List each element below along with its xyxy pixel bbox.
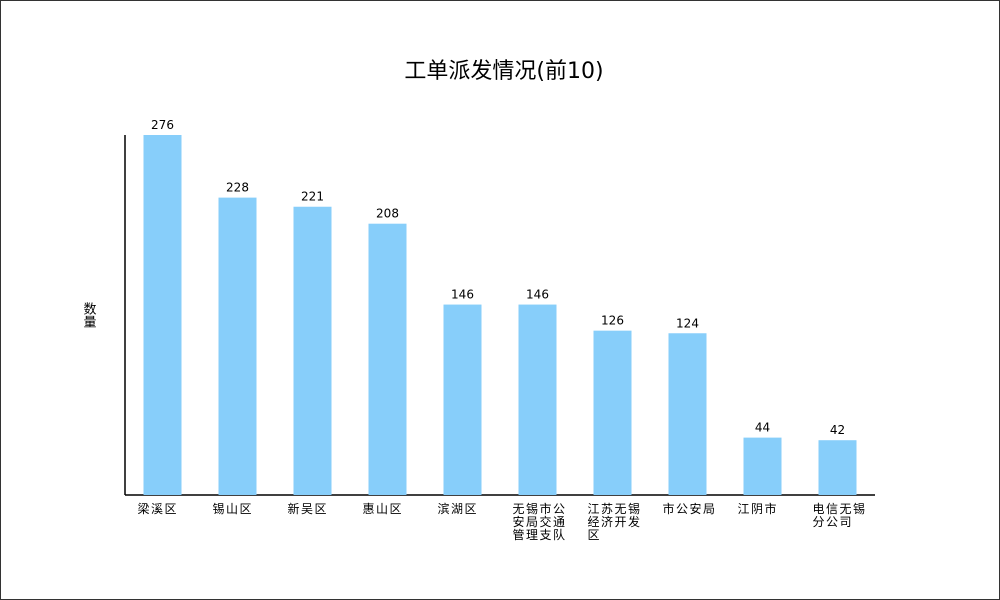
x-tick-label: 市公安局: [663, 501, 717, 516]
x-tick-label: 无锡市公安局交通管理支队: [513, 501, 567, 542]
x-tick-label: 新吴区: [288, 501, 329, 516]
bar: [218, 197, 257, 495]
value-label: 146: [526, 288, 549, 302]
bar: [593, 330, 632, 495]
bar: [293, 206, 332, 495]
bar: [368, 223, 407, 495]
x-tick-label: 惠山区: [363, 502, 404, 516]
value-label: 276: [151, 118, 174, 132]
value-label: 124: [676, 316, 699, 330]
x-tick-label: 锡山区: [213, 501, 254, 516]
value-label: 42: [830, 423, 845, 437]
bar: [518, 304, 557, 495]
value-label: 44: [755, 421, 770, 435]
bar: [818, 440, 857, 495]
chart-title: 工单派发情况(前10): [404, 59, 603, 84]
x-tick-label: 滨湖区: [438, 501, 479, 516]
bar: [443, 304, 482, 495]
y-axis-label: 数量: [81, 302, 97, 328]
value-label: 126: [601, 314, 624, 328]
bar: [743, 437, 782, 495]
x-tick-label: 江苏无锡经济开发区: [588, 501, 642, 542]
x-tick-label: 电信无锡分公司: [813, 501, 867, 529]
bar: [668, 333, 707, 495]
value-label: 146: [451, 288, 474, 302]
value-label: 221: [301, 190, 324, 204]
value-label: 228: [226, 181, 249, 195]
x-tick-label: 江阴市: [738, 501, 779, 516]
bar: [143, 135, 182, 495]
x-tick-label: 梁溪区: [138, 501, 179, 516]
value-label: 208: [376, 207, 399, 221]
